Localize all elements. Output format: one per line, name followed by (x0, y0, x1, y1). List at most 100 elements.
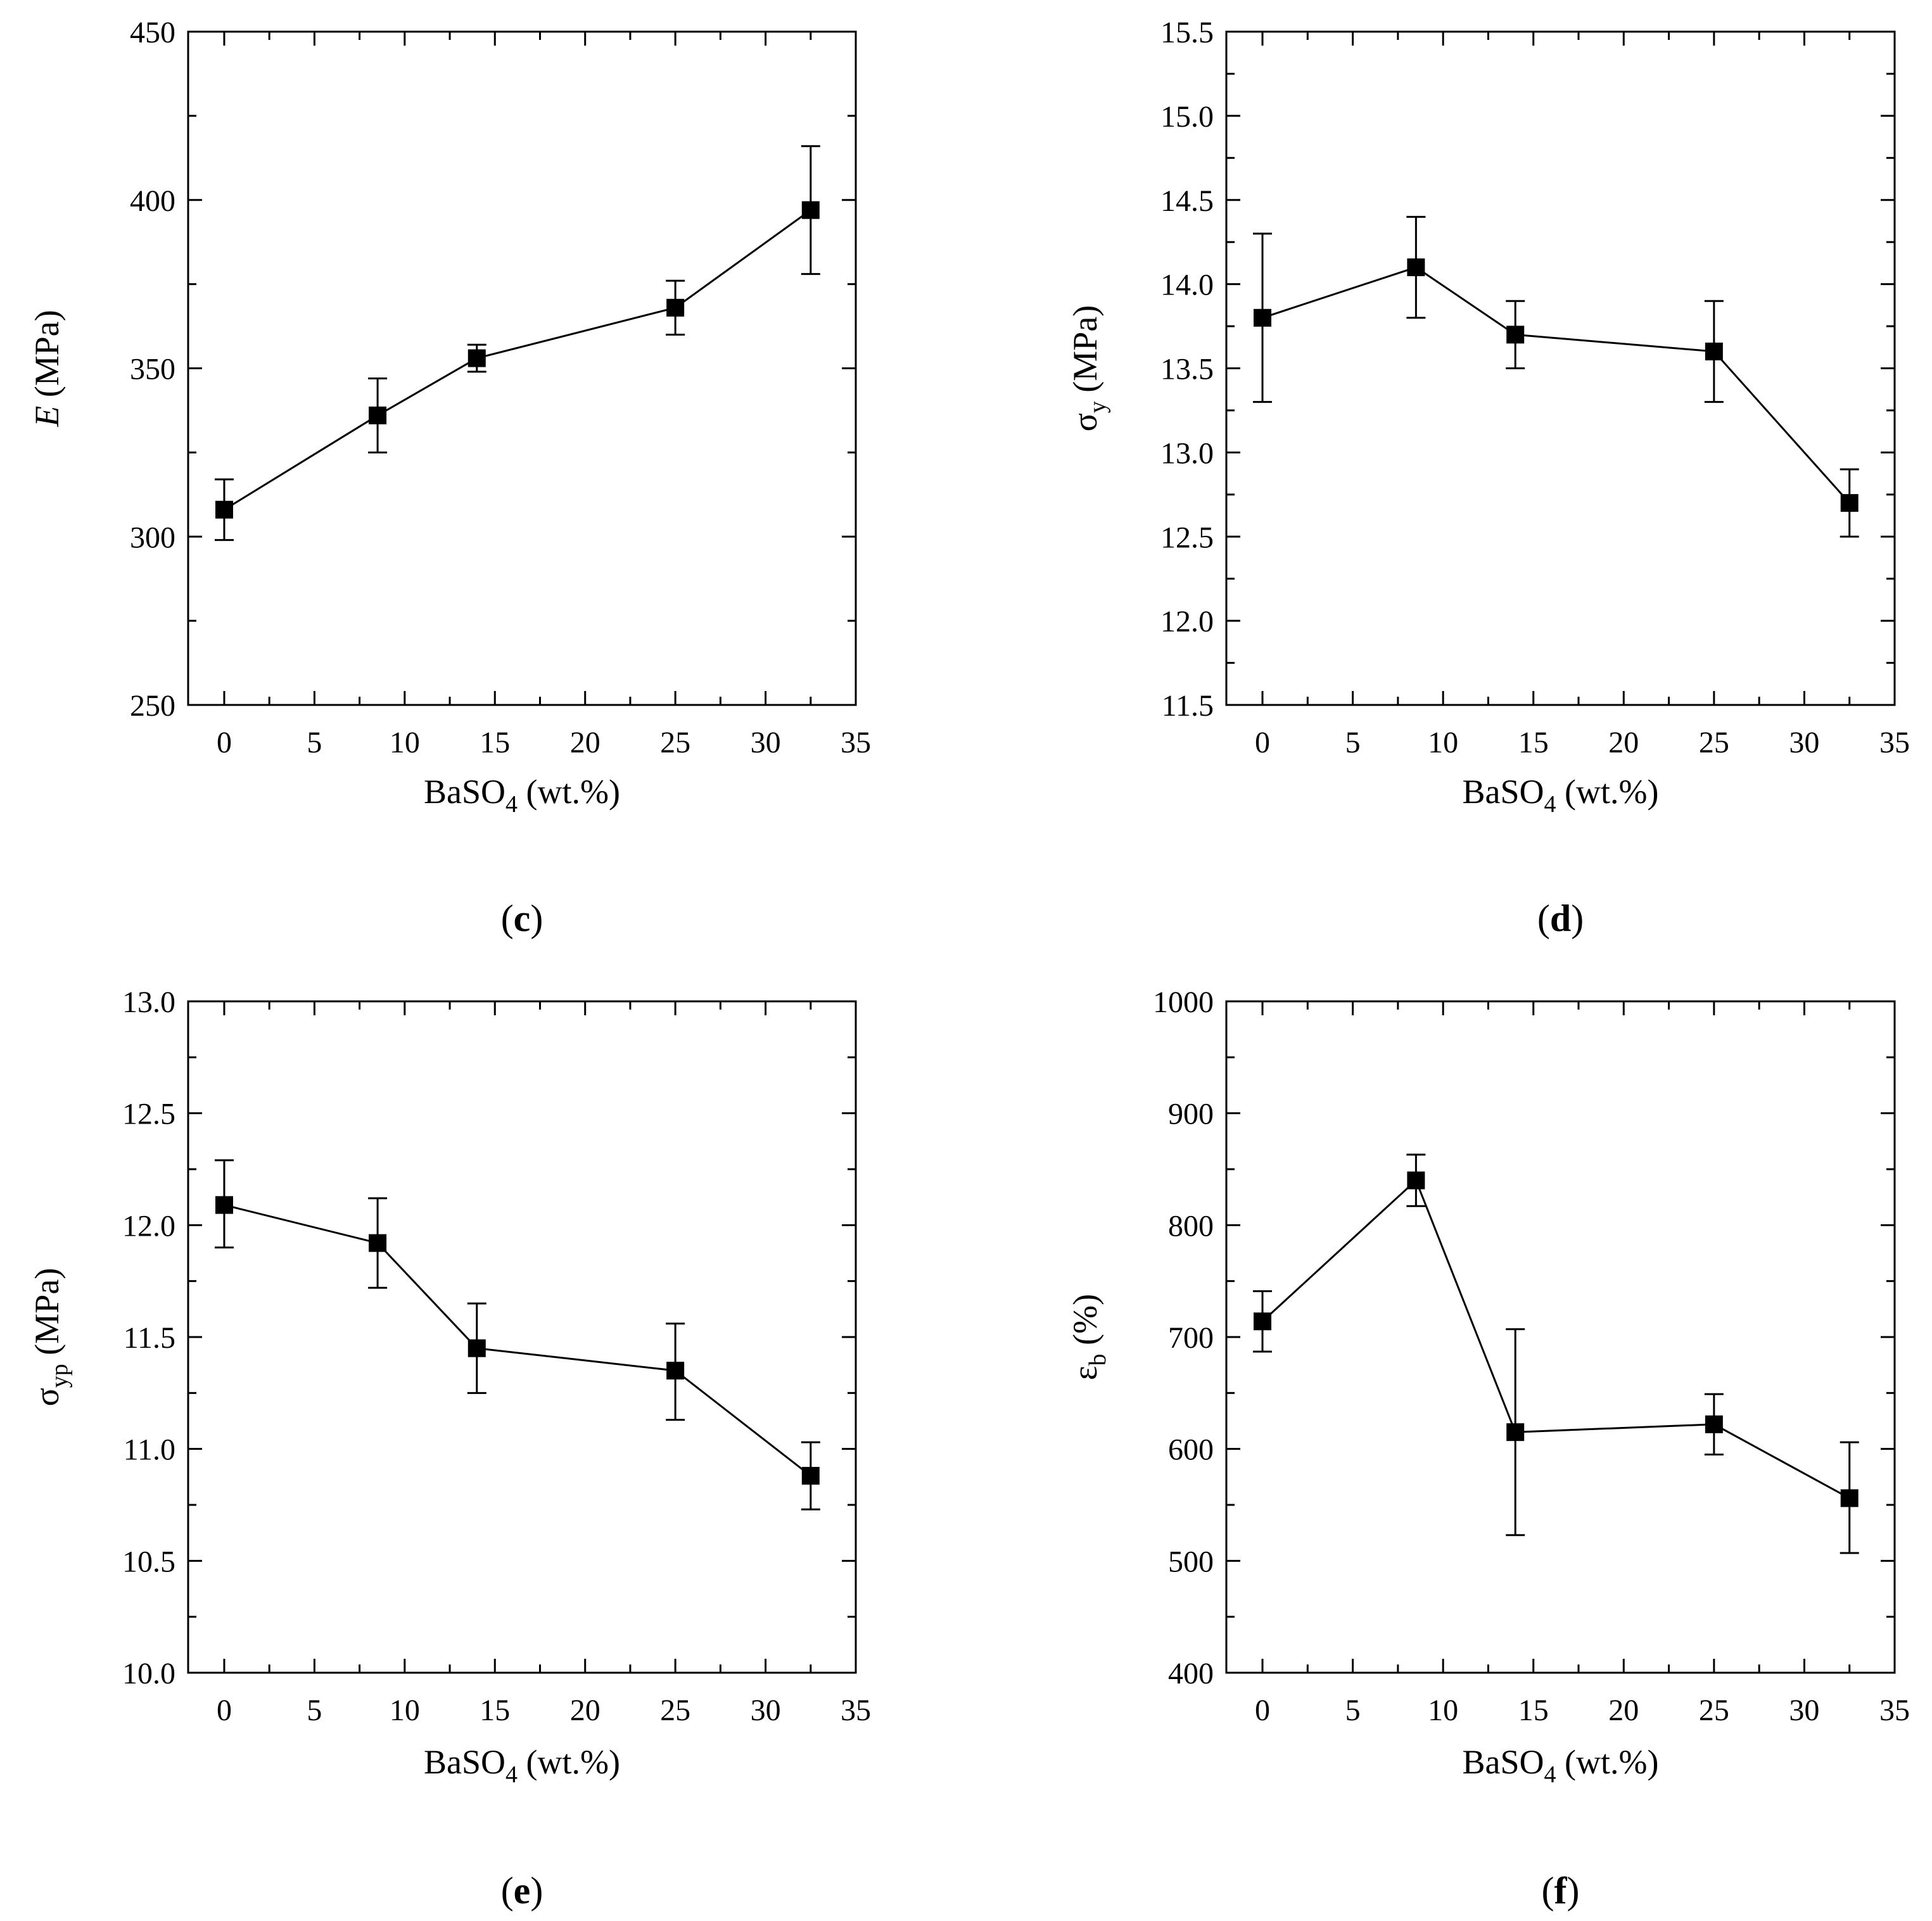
x-tick-label: 15 (1518, 1694, 1549, 1727)
x-tick-label: 10 (390, 1694, 420, 1727)
ticks (188, 1000, 857, 1674)
y-tick-label: 12.0 (1160, 605, 1214, 638)
data-point (1407, 258, 1425, 277)
x-tick-label: 15 (480, 726, 510, 759)
data-point (1840, 494, 1859, 512)
x-tick-label: 35 (841, 1694, 871, 1727)
x-tick-label: 20 (570, 1694, 601, 1727)
x-tick-label: 30 (1789, 726, 1819, 759)
x-tick-label: 5 (1345, 1694, 1361, 1727)
x-tick-label: 15 (1518, 726, 1549, 759)
y-tick-label: 13.0 (1160, 436, 1214, 470)
y-axis-title: σy (MPa) (1066, 305, 1111, 432)
data-point (215, 500, 233, 519)
x-tick-label: 25 (660, 726, 690, 759)
y-tick-label: 250 (130, 689, 175, 723)
series-line (1262, 266, 1850, 504)
x-tick-label: 5 (307, 1694, 322, 1727)
x-tick-label: 30 (751, 1694, 781, 1727)
panel-caption: (f) (1542, 1870, 1580, 1911)
data-point (1407, 1171, 1425, 1189)
x-tick-label: 5 (307, 726, 322, 759)
x-axis-title: BaSO4 (wt.%) (1463, 773, 1659, 818)
panel-e: 0 5 10 15 20 25 30 35 10.0 10.5 11.0 11.5 12.0 12.5 13… (28, 986, 871, 1911)
x-tick-label: 30 (751, 726, 781, 759)
y-tick-label: 600 (1168, 1433, 1214, 1467)
y-tick-label: 14.5 (1160, 184, 1214, 218)
y-tick-label: 500 (1168, 1545, 1214, 1578)
data-point (369, 1234, 387, 1252)
y-tick-label: 11.5 (124, 1321, 175, 1355)
plot-frame (1225, 30, 1896, 706)
y-tick-label: 14.0 (1160, 269, 1214, 302)
ticks (1226, 1000, 1896, 1674)
x-axis-title: BaSO4 (wt.%) (424, 773, 620, 818)
x-tick-label: 25 (1699, 726, 1729, 759)
y-tick-label: 13.5 (1160, 353, 1214, 386)
y-tick-label: 12.5 (1160, 521, 1214, 554)
y-tick-label: 900 (1168, 1098, 1214, 1131)
y-tick-label: 10.5 (122, 1545, 175, 1578)
y-tick-label: 450 (130, 16, 175, 49)
series-line (224, 209, 811, 511)
y-tick-label: 12.5 (122, 1098, 175, 1131)
series-line (1262, 1179, 1850, 1499)
series-line (224, 1204, 811, 1477)
x-tick-label: 10 (1428, 1694, 1458, 1727)
x-tick-label: 30 (1789, 1694, 1819, 1727)
x-tick-label: 5 (1345, 726, 1361, 759)
x-tick-label: 35 (1879, 726, 1910, 759)
x-tick-label: 0 (217, 1694, 232, 1727)
data-point (1705, 1415, 1723, 1433)
y-tick-label: 700 (1168, 1321, 1214, 1355)
data-point (1840, 1489, 1859, 1507)
plot-frame (187, 30, 857, 706)
x-tick-label: 15 (480, 1694, 510, 1727)
plot-frame (187, 1000, 857, 1674)
data-point (467, 1339, 486, 1357)
y-tick-label: 11.0 (124, 1433, 175, 1467)
panel-caption: (c) (501, 897, 543, 939)
y-tick-label: 15.0 (1160, 100, 1214, 134)
y-tick-label: 10.0 (122, 1657, 175, 1690)
data-point (1254, 308, 1272, 327)
y-axis-title: E (MPa) (28, 310, 66, 427)
y-tick-label: 400 (130, 184, 175, 218)
data-point (1506, 326, 1525, 344)
x-tick-label: 10 (1428, 726, 1458, 759)
x-tick-label: 25 (660, 1694, 690, 1727)
panel-f: 0 5 10 15 20 25 30 35 400 500 600 700 800 900 1000 BaSO… (1066, 986, 1910, 1911)
x-tick-label: 0 (1255, 1694, 1270, 1727)
panel-c: 0 5 10 15 20 25 30 35 250 300 350 400 450 BaSO4 (wt.%… (28, 16, 871, 939)
data-point (1705, 342, 1723, 360)
panel-caption: (d) (1537, 897, 1584, 939)
x-tick-label: 20 (1608, 726, 1639, 759)
y-tick-label: 350 (130, 353, 175, 386)
x-axis-title: BaSO4 (wt.%) (1463, 1743, 1659, 1788)
y-axis-title: σyp (MPa) (28, 1268, 73, 1407)
y-tick-label: 800 (1168, 1209, 1214, 1243)
data-point (369, 406, 387, 424)
data-point (1506, 1423, 1525, 1442)
y-tick-label: 400 (1168, 1657, 1214, 1690)
x-tick-label: 0 (1255, 726, 1270, 759)
panel-caption: (e) (501, 1870, 543, 1911)
x-tick-label: 25 (1699, 1694, 1729, 1727)
y-tick-label: 11.5 (1162, 689, 1214, 723)
ticks (1226, 30, 1896, 706)
y-axis-title: εb (%) (1066, 1294, 1111, 1380)
y-tick-label: 300 (130, 521, 175, 554)
data-point (666, 298, 685, 317)
x-axis-title: BaSO4 (wt.%) (424, 1743, 620, 1788)
x-tick-label: 35 (841, 726, 871, 759)
data-point (801, 201, 820, 219)
y-tick-label: 15.5 (1160, 16, 1214, 49)
x-tick-label: 20 (570, 726, 601, 759)
x-tick-label: 10 (390, 726, 420, 759)
data-point (666, 1362, 685, 1379)
y-tick-label: 1000 (1153, 986, 1214, 1019)
plot-frame (1225, 1000, 1896, 1674)
ticks (188, 30, 857, 706)
x-tick-label: 0 (217, 726, 232, 759)
